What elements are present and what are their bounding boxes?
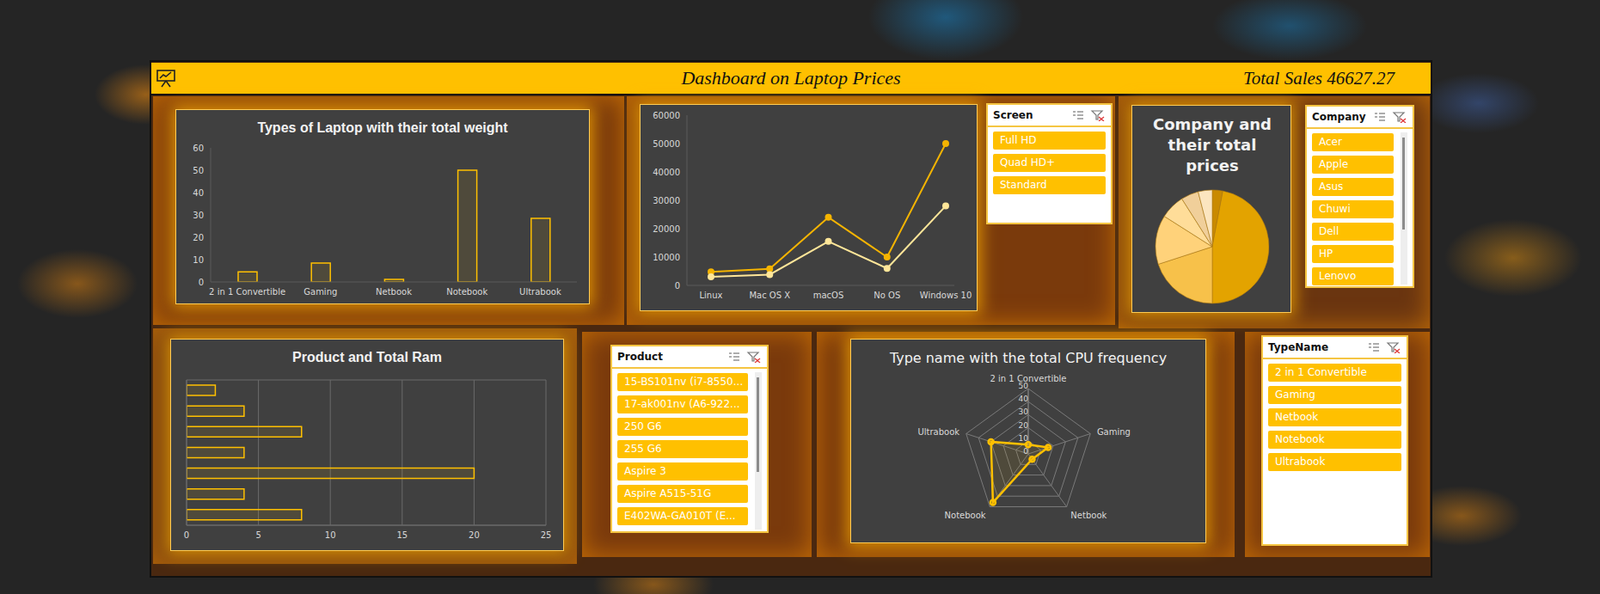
html-text:Gaming: Gaming: [1275, 388, 1316, 401]
html-text:Company and their total prices: Company and their total prices: [1152, 115, 1272, 175]
html-text:15-BS101nv (i7-8550...: 15-BS101nv (i7-8550...: [624, 375, 743, 388]
html-text:Dashboard on Laptop Prices: Dashboard on Laptop Prices: [681, 67, 901, 89]
svg-text:0: 0: [674, 281, 681, 291]
svg-text:Linux: Linux: [699, 290, 724, 301]
svg-text:Windows 10: Windows 10: [919, 290, 973, 301]
html-text:Screen: Screen: [993, 109, 1033, 122]
html-text:Notebook: Notebook: [1275, 433, 1325, 446]
svg-text:Gaming: Gaming: [1097, 427, 1131, 437]
html-text:2 in 1 Convertible: 2 in 1 Convertible: [1275, 366, 1367, 379]
svg-text:Gaming: Gaming: [303, 287, 338, 297]
html-text:Aspire 3: Aspire 3: [624, 465, 667, 478]
svg-text:Notebook: Notebook: [944, 510, 987, 521]
html-text:Netbook: Netbook: [1275, 410, 1319, 423]
svg-text:30: 30: [1018, 407, 1030, 417]
svg-text:20: 20: [468, 530, 480, 540]
html-text:Standard: Standard: [999, 178, 1047, 191]
html-text:Type name with the total CPU f: Type name with the total CPU frequency: [889, 349, 1167, 367]
svg-text:40: 40: [192, 188, 204, 198]
html-text:Dell: Dell: [1318, 225, 1339, 238]
svg-text:50: 50: [1018, 381, 1030, 391]
svg-text:25: 25: [540, 530, 552, 540]
html-text:Full HD: Full HD: [999, 134, 1037, 147]
svg-text:0: 0: [198, 277, 204, 288]
svg-text:Ultrabook: Ultrabook: [917, 427, 960, 437]
svg-text:10000: 10000: [652, 252, 681, 263]
svg-text:30000: 30000: [652, 196, 681, 206]
svg-text:Netbook: Netbook: [1070, 510, 1107, 521]
html-text:Lenovo: Lenovo: [1318, 269, 1357, 282]
html-text:Chuwi: Chuwi: [1318, 202, 1351, 215]
svg-text:30: 30: [192, 210, 204, 221]
svg-text:10: 10: [324, 530, 337, 540]
svg-text:40000: 40000: [652, 167, 681, 178]
svg-text:20: 20: [1018, 421, 1030, 430]
svg-text:10: 10: [1018, 434, 1030, 443]
html-text:Acer: Acer: [1318, 135, 1342, 148]
svg-text:2 in 1 Convertible: 2 in 1 Convertible: [990, 373, 1067, 384]
svg-text:50000: 50000: [652, 139, 681, 149]
html-text:Company: Company: [1311, 110, 1366, 123]
svg-text:Mac OS X: Mac OS X: [748, 290, 791, 301]
svg-text:macOS: macOS: [813, 290, 845, 301]
svg-text:20000: 20000: [652, 224, 681, 234]
svg-text:5: 5: [255, 530, 261, 540]
html-text:HP: HP: [1318, 247, 1333, 260]
svg-text:50: 50: [192, 165, 204, 176]
html-text:Product and Total Ram: Product and Total Ram: [292, 349, 442, 365]
svg-text:Notebook: Notebook: [446, 287, 488, 297]
html-text:Aspire A515-51G: Aspire A515-51G: [624, 487, 712, 500]
svg-text:60: 60: [192, 143, 204, 154]
html-text:Types of Laptop with their tot: Types of Laptop with their total weight: [257, 120, 508, 135]
svg-text:10: 10: [192, 255, 204, 265]
svg-text:20: 20: [192, 232, 204, 243]
svg-text:Ultrabook: Ultrabook: [519, 287, 562, 297]
html-text:Ultrabook: Ultrabook: [1275, 455, 1326, 468]
svg-text:2 in 1 Convertible: 2 in 1 Convertible: [208, 287, 286, 297]
svg-text:60000: 60000: [652, 110, 681, 121]
html-text:Asus: Asus: [1318, 180, 1344, 193]
html-text:E402WA-GA010T (E...: E402WA-GA010T (E...: [624, 509, 736, 522]
svg-text:15: 15: [396, 530, 408, 540]
svg-text:Netbook: Netbook: [375, 287, 412, 297]
html-text:17-ak001nv (A6-922...: 17-ak001nv (A6-922...: [624, 398, 740, 411]
svg-text:0: 0: [183, 530, 190, 540]
html-text:Quad HD+: Quad HD+: [999, 156, 1056, 169]
svg-text:0: 0: [1023, 447, 1029, 456]
html-text:Product: Product: [617, 350, 663, 363]
svg-text:40: 40: [1018, 394, 1030, 404]
html-text:255 G6: 255 G6: [624, 442, 662, 455]
svg-text:No OS: No OS: [873, 290, 901, 301]
html-text:Total Sales 46627.27: Total Sales 46627.27: [1243, 67, 1395, 89]
html-text:250 G6: 250 G6: [624, 420, 662, 433]
html-text:Apple: Apple: [1318, 158, 1349, 171]
html-text:TypeName: TypeName: [1268, 341, 1329, 354]
